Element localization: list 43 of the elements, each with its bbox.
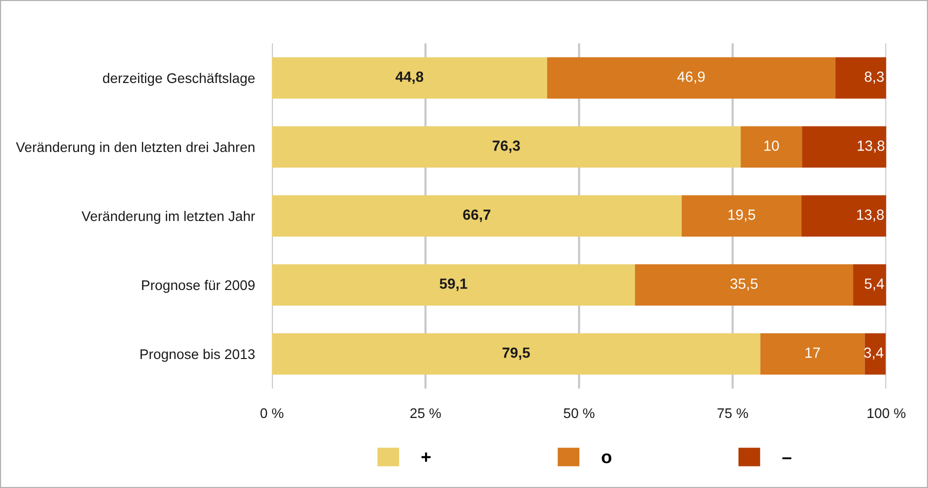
bar xyxy=(760,333,865,375)
bar xyxy=(272,195,682,237)
bar xyxy=(682,195,802,237)
bar xyxy=(272,333,760,375)
bar xyxy=(802,126,886,168)
x-tick-label: 100 % xyxy=(868,408,906,418)
data-label: 76,3 xyxy=(492,140,520,153)
x-tick-label: 75 % xyxy=(718,408,748,418)
y-tick-label: derzeitige Geschäftslage xyxy=(102,72,255,86)
data-label: 44,8 xyxy=(396,72,424,84)
y-tick-label: Prognose bis 2013 xyxy=(140,348,255,362)
legend-label: o xyxy=(602,453,612,464)
data-label: 5,4 xyxy=(864,278,884,291)
data-label: 59,1 xyxy=(440,278,468,291)
bar xyxy=(272,264,635,306)
bar xyxy=(272,126,741,168)
x-tick-label: 25 % xyxy=(410,408,441,418)
bar xyxy=(835,57,886,99)
legend-label: – xyxy=(782,457,792,460)
bar xyxy=(740,126,802,168)
data-label: 19,5 xyxy=(728,210,756,222)
data-label: 10 xyxy=(764,140,779,151)
bar xyxy=(853,264,886,306)
bar xyxy=(864,333,886,375)
data-label: 3,4 xyxy=(864,348,884,360)
y-tick-label: Veränderung im letzten Jahr xyxy=(82,210,256,224)
bar xyxy=(634,264,854,306)
x-tick-label: 50 % xyxy=(564,408,594,418)
data-label: 13,8 xyxy=(857,210,884,222)
bar xyxy=(272,57,548,99)
y-tick-label: Prognose für 2009 xyxy=(142,280,255,293)
bar xyxy=(547,57,836,99)
data-label: 17 xyxy=(806,348,820,358)
data-label: 66,7 xyxy=(463,210,490,222)
data-label: 13,8 xyxy=(858,140,884,153)
data-label: 79,5 xyxy=(502,348,530,360)
bar xyxy=(801,195,886,237)
data-label: 35,5 xyxy=(730,278,758,291)
x-tick-label: 0 % xyxy=(260,408,284,418)
legend-label: + xyxy=(422,452,431,462)
data-label: 46,9 xyxy=(677,72,705,84)
data-label: 8,3 xyxy=(864,72,884,84)
y-tick-label: Veränderung in den letzten drei Jahren xyxy=(16,142,254,155)
